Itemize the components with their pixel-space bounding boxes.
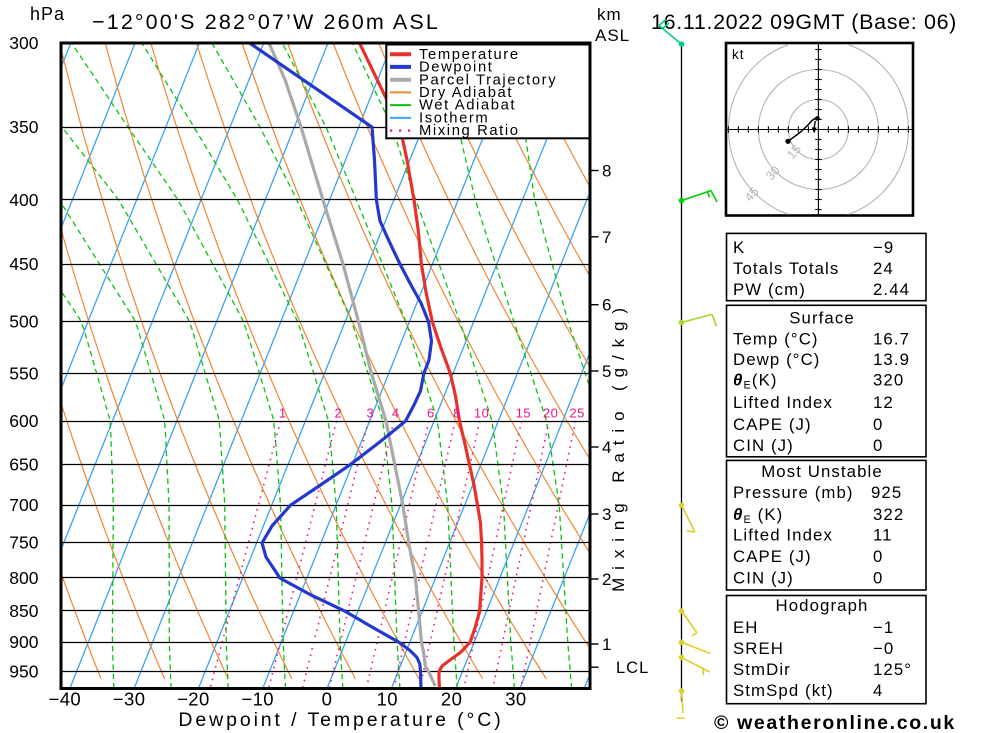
svg-text:30: 30 <box>505 689 526 710</box>
svg-text:θE (K): θE (K) <box>733 505 783 526</box>
svg-text:Mixing Ratio: Mixing Ratio <box>419 123 520 139</box>
svg-text:Parcel Trajectory: Parcel Trajectory <box>419 72 557 88</box>
svg-text:350: 350 <box>9 117 38 137</box>
svg-text:950: 950 <box>9 662 38 682</box>
svg-text:K: K <box>733 238 745 257</box>
svg-text:16.11.2022 09GMT (Base: 06): 16.11.2022 09GMT (Base: 06) <box>651 10 957 34</box>
svg-text:15: 15 <box>516 406 531 421</box>
svg-text:Totals Totals: Totals Totals <box>733 259 839 278</box>
svg-text:−40: −40 <box>49 689 82 710</box>
svg-text:CIN (J): CIN (J) <box>733 569 794 588</box>
svg-text:600: 600 <box>9 411 38 431</box>
svg-text:−0: −0 <box>873 639 894 658</box>
svg-text:0: 0 <box>873 436 883 455</box>
svg-text:800: 800 <box>9 568 38 588</box>
svg-text:900: 900 <box>9 632 38 652</box>
svg-text:320: 320 <box>873 370 904 389</box>
svg-text:5: 5 <box>602 362 612 381</box>
svg-text:Pressure (mb): Pressure (mb) <box>733 483 854 502</box>
svg-text:Dewpoint: Dewpoint <box>419 60 494 76</box>
svg-text:−1: −1 <box>873 618 894 637</box>
svg-text:0: 0 <box>322 689 333 710</box>
svg-text:0: 0 <box>873 547 883 566</box>
svg-text:13.9: 13.9 <box>873 350 910 369</box>
svg-text:650: 650 <box>9 455 38 475</box>
svg-text:StmSpd (kt): StmSpd (kt) <box>733 681 834 700</box>
svg-text:0: 0 <box>873 415 883 434</box>
svg-text:Temp (°C): Temp (°C) <box>733 329 819 348</box>
svg-text:CAPE (J): CAPE (J) <box>733 547 812 566</box>
svg-text:400: 400 <box>9 190 38 210</box>
svg-text:EH: EH <box>733 618 759 637</box>
svg-text:6: 6 <box>427 406 435 421</box>
svg-text:450: 450 <box>9 254 38 274</box>
svg-text:3: 3 <box>602 505 612 524</box>
svg-text:hPa: hPa <box>30 4 65 24</box>
svg-text:4: 4 <box>602 438 612 457</box>
svg-text:CIN (J): CIN (J) <box>733 436 794 455</box>
svg-text:ASL: ASL <box>595 26 630 45</box>
svg-text:Dry Adiabat: Dry Adiabat <box>419 85 513 101</box>
svg-text:Hodograph: Hodograph <box>776 596 869 615</box>
svg-text:4: 4 <box>873 681 883 700</box>
svg-text:7: 7 <box>602 228 612 247</box>
svg-text:2: 2 <box>602 570 612 589</box>
svg-text:10: 10 <box>474 406 489 421</box>
svg-text:8: 8 <box>602 162 612 181</box>
svg-text:10: 10 <box>377 689 398 710</box>
svg-text:20: 20 <box>441 689 462 710</box>
svg-text:−10: −10 <box>241 689 274 710</box>
svg-text:8: 8 <box>453 406 461 421</box>
svg-text:25: 25 <box>569 406 584 421</box>
svg-text:16.7: 16.7 <box>873 329 910 348</box>
svg-text:km: km <box>597 5 622 24</box>
svg-text:Dewpoint / Temperature (°C): Dewpoint / Temperature (°C) <box>178 709 503 731</box>
svg-text:θE(K): θE(K) <box>733 370 778 391</box>
svg-text:6: 6 <box>602 296 612 315</box>
svg-text:−30: −30 <box>113 689 146 710</box>
svg-text:Mixing Ratio (g/kg): Mixing Ratio (g/kg) <box>609 300 628 592</box>
svg-text:2.44: 2.44 <box>873 280 910 299</box>
svg-text:925: 925 <box>871 483 902 502</box>
svg-text:Most Unstable: Most Unstable <box>761 462 883 481</box>
svg-text:24: 24 <box>873 259 894 278</box>
svg-text:−20: −20 <box>177 689 210 710</box>
svg-text:1: 1 <box>602 635 612 654</box>
svg-text:−12°00'S 282°07’W 260m ASL: −12°00'S 282°07’W 260m ASL <box>92 10 440 34</box>
svg-text:Dewp (°C): Dewp (°C) <box>733 350 820 369</box>
svg-text:StmDir: StmDir <box>733 660 791 679</box>
svg-text:SREH: SREH <box>733 639 784 658</box>
svg-text:2: 2 <box>335 406 343 421</box>
svg-text:CAPE (J): CAPE (J) <box>733 415 812 434</box>
svg-text:−9: −9 <box>873 238 894 257</box>
svg-text:Temperature: Temperature <box>419 47 520 63</box>
svg-text:11: 11 <box>873 526 893 545</box>
svg-text:300: 300 <box>9 33 38 53</box>
svg-text:PW (cm): PW (cm) <box>733 280 806 299</box>
svg-text:kt: kt <box>732 47 745 62</box>
svg-text:850: 850 <box>9 601 38 621</box>
svg-text:3: 3 <box>367 406 375 421</box>
svg-text:12: 12 <box>873 393 894 412</box>
svg-text:4: 4 <box>392 406 400 421</box>
svg-text:125°: 125° <box>873 660 912 679</box>
svg-text:550: 550 <box>9 364 38 384</box>
svg-text:© weatheronline.co.uk: © weatheronline.co.uk <box>714 712 956 733</box>
svg-text:1: 1 <box>279 406 287 421</box>
svg-text:700: 700 <box>9 495 38 515</box>
svg-text:Isotherm: Isotherm <box>419 111 489 127</box>
svg-text:LCL: LCL <box>616 659 649 677</box>
svg-text:322: 322 <box>873 505 904 524</box>
svg-text:0: 0 <box>873 569 883 588</box>
svg-text:20: 20 <box>543 406 558 421</box>
svg-text:Surface: Surface <box>789 308 855 327</box>
svg-text:Lifted Index: Lifted Index <box>733 526 833 545</box>
svg-text:750: 750 <box>9 533 38 553</box>
svg-text:500: 500 <box>9 312 38 332</box>
svg-text:Lifted Index: Lifted Index <box>733 393 833 412</box>
svg-text:Wet Adiabat: Wet Adiabat <box>419 98 516 114</box>
